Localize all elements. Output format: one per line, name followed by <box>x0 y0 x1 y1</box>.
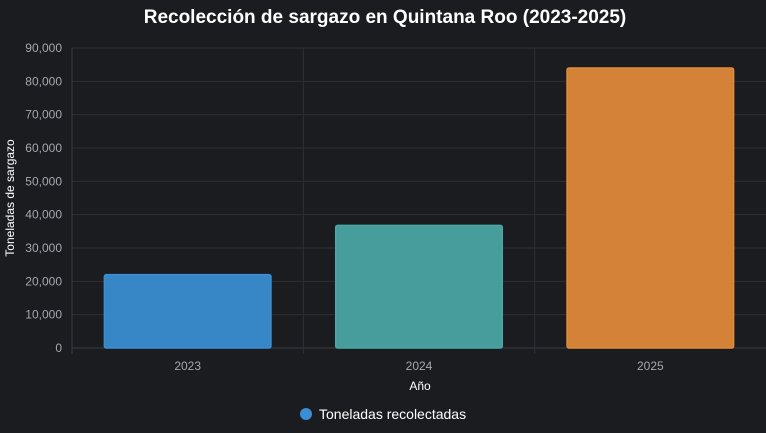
y-tick-label: 60,000 <box>25 141 62 155</box>
x-tick-label: 2024 <box>406 359 433 373</box>
x-axis-label: Año <box>409 379 431 393</box>
y-tick-label: 0 <box>55 341 62 355</box>
y-tick-label: 30,000 <box>25 241 62 255</box>
y-tick-label: 20,000 <box>25 274 62 288</box>
y-axis-ticks: 0 10,000 20,000 30,000 40,000 50,000 60,000 70,… <box>25 41 62 355</box>
bar-2024[interactable] <box>334 224 504 349</box>
y-tick-label: 10,000 <box>25 308 62 322</box>
chart-title: Recolección de sargazo en Quintana Roo (… <box>144 7 627 28</box>
legend-label: Toneladas recolectadas <box>319 406 466 422</box>
x-axis-ticks: 2023 2024 2025 <box>174 359 664 373</box>
y-tick-label: 90,000 <box>25 41 62 55</box>
y-axis-label: Toneladas de sargazo <box>3 139 17 257</box>
x-tick-label: 2023 <box>174 359 201 373</box>
x-tick-label: 2025 <box>637 359 664 373</box>
bar-2023[interactable] <box>103 273 272 349</box>
bars <box>103 67 735 349</box>
bar-2025[interactable] <box>566 67 735 349</box>
y-tick-label: 50,000 <box>25 174 62 188</box>
legend-swatch <box>300 408 312 420</box>
y-tick-label: 40,000 <box>25 208 62 222</box>
legend[interactable]: Toneladas recolectadas <box>300 406 466 422</box>
y-tick-label: 70,000 <box>25 108 62 122</box>
y-tick-label: 80,000 <box>25 74 62 88</box>
